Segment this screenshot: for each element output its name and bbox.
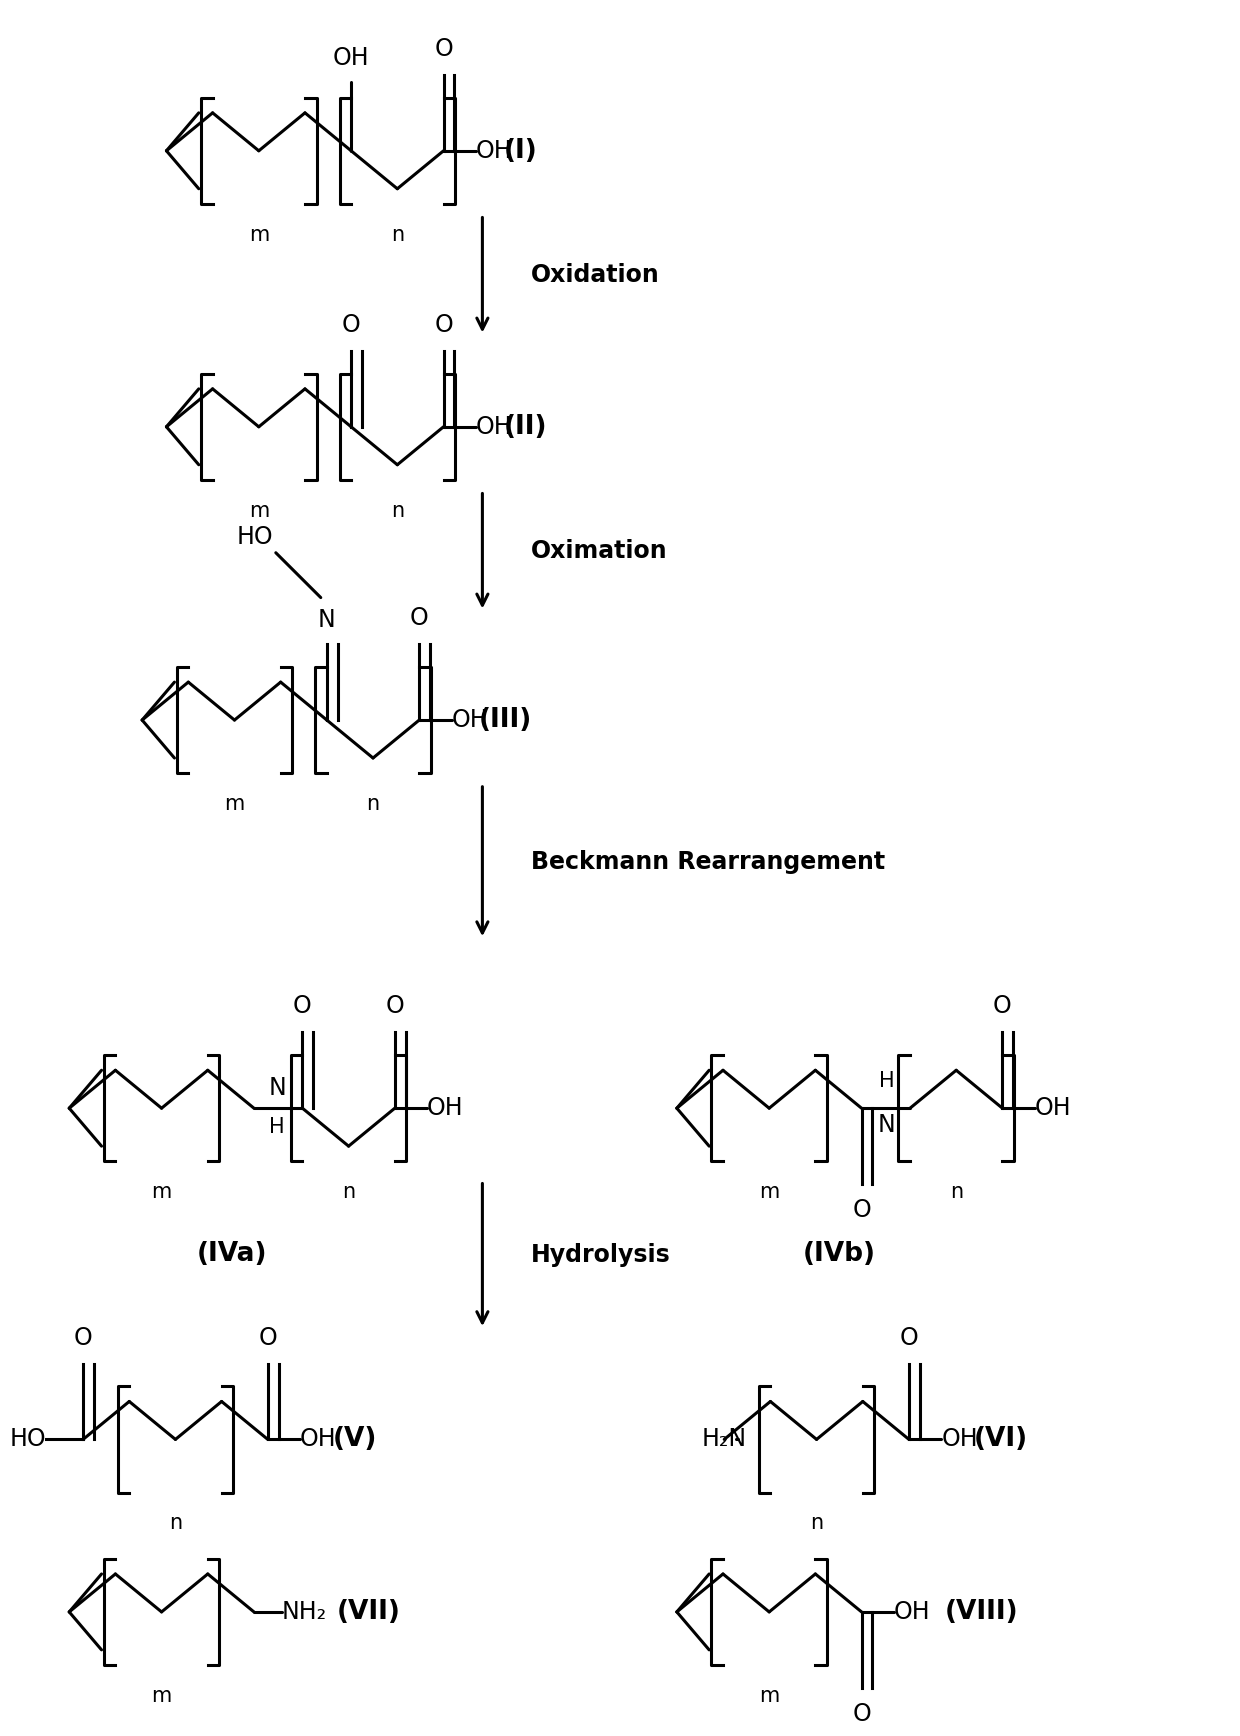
Text: Hydrolysis: Hydrolysis: [531, 1243, 671, 1267]
Text: n: n: [169, 1514, 182, 1533]
Text: O: O: [410, 606, 429, 630]
Text: O: O: [293, 995, 311, 1019]
Text: OH: OH: [451, 708, 489, 733]
Text: N: N: [268, 1076, 286, 1099]
Text: OH: OH: [941, 1427, 978, 1451]
Text: n: n: [950, 1182, 962, 1201]
Text: H: H: [269, 1116, 285, 1137]
Text: (V): (V): [332, 1427, 377, 1453]
Text: n: n: [391, 224, 404, 245]
Text: H₂N: H₂N: [701, 1427, 746, 1451]
Text: Beckmann Rearrangement: Beckmann Rearrangement: [531, 849, 885, 873]
Text: (IVa): (IVa): [197, 1241, 268, 1267]
Text: O: O: [852, 1198, 870, 1222]
Text: O: O: [993, 995, 1012, 1019]
Text: (II): (II): [503, 413, 547, 439]
Text: O: O: [434, 36, 453, 61]
Text: O: O: [342, 312, 361, 337]
Text: OH: OH: [300, 1427, 337, 1451]
Text: HO: HO: [10, 1427, 46, 1451]
Text: Oximation: Oximation: [531, 538, 667, 562]
Text: n: n: [810, 1514, 823, 1533]
Text: m: m: [249, 224, 269, 245]
Text: OH: OH: [1034, 1095, 1071, 1120]
Text: (IVb): (IVb): [804, 1241, 877, 1267]
Text: O: O: [386, 995, 404, 1019]
Text: m: m: [151, 1686, 171, 1706]
Text: H: H: [879, 1071, 895, 1090]
Text: N: N: [878, 1113, 895, 1137]
Text: OH: OH: [427, 1095, 464, 1120]
Text: N: N: [317, 608, 336, 632]
Text: m: m: [249, 500, 269, 521]
Text: m: m: [224, 793, 244, 814]
Text: (VII): (VII): [337, 1599, 401, 1625]
Text: Oxidation: Oxidation: [531, 262, 660, 286]
Text: O: O: [73, 1326, 93, 1349]
Text: n: n: [391, 500, 404, 521]
Text: NH₂: NH₂: [281, 1601, 327, 1623]
Text: OH: OH: [476, 415, 512, 439]
Text: OH: OH: [332, 47, 370, 71]
Text: (I): (I): [503, 137, 537, 163]
Text: m: m: [759, 1182, 779, 1201]
Text: (VI): (VI): [973, 1427, 1028, 1453]
Text: O: O: [434, 312, 453, 337]
Text: O: O: [899, 1326, 919, 1349]
Text: n: n: [367, 793, 379, 814]
Text: O: O: [258, 1326, 278, 1349]
Text: (III): (III): [479, 707, 532, 733]
Text: m: m: [151, 1182, 171, 1201]
Text: m: m: [759, 1686, 779, 1706]
Text: OH: OH: [476, 139, 512, 163]
Text: HO: HO: [237, 526, 273, 549]
Text: OH: OH: [894, 1601, 930, 1623]
Text: O: O: [852, 1701, 870, 1726]
Text: (VIII): (VIII): [945, 1599, 1018, 1625]
Text: n: n: [342, 1182, 355, 1201]
